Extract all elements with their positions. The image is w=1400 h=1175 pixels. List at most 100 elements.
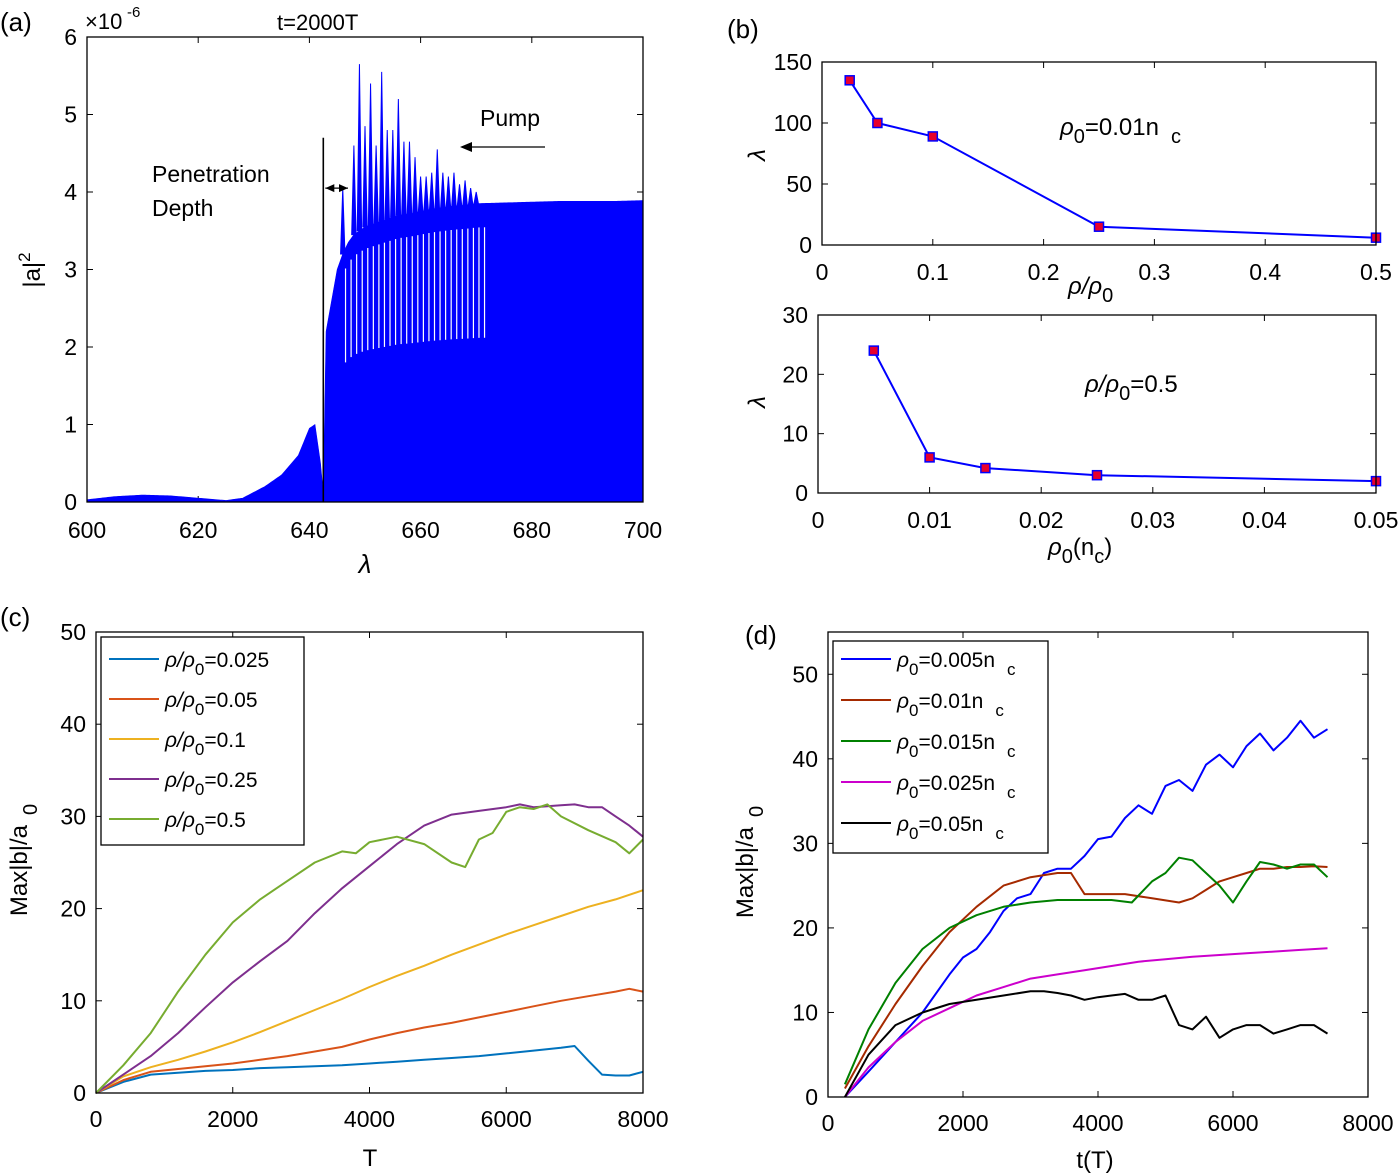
plot-frame — [95, 631, 644, 1094]
series-line — [95, 803, 644, 1094]
legend-label: ρ/ρ0=0.025 — [164, 649, 269, 679]
x-tick-label: 0.5 — [1360, 259, 1392, 285]
legend-label: ρ0=0.025n c — [896, 772, 1016, 802]
plot-frame — [827, 631, 1369, 1098]
signal-spike — [451, 172, 457, 207]
y-tick-label: 50 — [792, 661, 818, 687]
legend-label: ρ0=0.005n c — [896, 649, 1016, 679]
x-tick-label: 2000 — [937, 1110, 988, 1136]
x-tick-label: 0 — [812, 507, 825, 533]
y-tick-label: 2 — [64, 334, 77, 360]
signal-spike — [417, 176, 424, 212]
y-tick-label: 10 — [60, 988, 86, 1014]
signal-spike — [462, 180, 468, 206]
signal-spike — [390, 129, 396, 218]
x-tick-label: 8000 — [617, 1106, 668, 1132]
y-tick-label: 150 — [774, 49, 812, 75]
signal-spike — [367, 83, 374, 226]
series-line — [95, 803, 644, 1094]
exponent-power: -6 — [127, 4, 140, 21]
legend-label: ρ0=0.05n c — [896, 813, 1004, 843]
exponent-base: ×10 — [85, 9, 122, 34]
panel-b-top-plot-area: 0 0.1 0.2 0.3 0.4 0.5 0 50 100 150 — [774, 49, 1392, 285]
panel-c-label: (c) — [0, 602, 30, 632]
signal-spike — [406, 141, 413, 215]
panel-d: (d) 0 2000 4000 6000 8000 0 10 20 30 40 50 Max|b|/… — [732, 620, 1394, 1174]
y-tick-label: 4 — [64, 179, 77, 205]
plot-background — [822, 62, 1376, 245]
panel-b-top-ylabel: λ — [744, 149, 771, 163]
x-tick-label: 0.01 — [907, 507, 952, 533]
y-tick-label: 3 — [64, 257, 77, 283]
panel-c-legend: ρ/ρ0=0.025 ρ/ρ0=0.05 ρ/ρ0=0.1 ρ/ρ0=0.25 ρ/ρ0… — [100, 636, 305, 846]
x-tick-label: 0.05 — [1354, 507, 1399, 533]
y-tick-label: 0 — [64, 489, 77, 515]
x-tick-label: 0 — [822, 1110, 835, 1136]
y-tick-label: 0 — [799, 232, 812, 258]
x-tick-label: 0.4 — [1249, 259, 1281, 285]
data-marker — [844, 75, 855, 86]
x-tick-label: 0.1 — [917, 259, 949, 285]
panel-b-bottom-xlabel: ρ0(nc) — [1047, 534, 1112, 568]
penetration-arrow-head-left — [325, 184, 335, 193]
y-tick-label: 20 — [792, 915, 818, 941]
y-tick-label: 30 — [782, 302, 808, 328]
signal-spike — [428, 172, 435, 210]
panel-b-bottom-plot-area: 0 0.01 0.02 0.03 0.04 0.05 0 10 20 30 — [782, 302, 1398, 533]
panel-d-label: (d) — [745, 620, 777, 650]
y-tick-label: 6 — [64, 24, 77, 50]
annotation-penetration-line1: Penetration — [152, 161, 270, 187]
panel-b-bottom-annotation: ρ/ρ0=0.5 — [1084, 371, 1178, 405]
series-line — [95, 1045, 644, 1094]
signal-spike — [401, 141, 407, 215]
data-marker — [927, 131, 939, 142]
legend-label: ρ0=0.015n c — [896, 731, 1016, 761]
panel-b-top-xlabel: ρ/ρ0 — [1067, 273, 1113, 307]
y-tick-label: 10 — [782, 421, 808, 447]
signal-spike — [423, 176, 429, 211]
x-tick-label: 0.02 — [1019, 507, 1064, 533]
x-tick-label: 0 — [816, 259, 829, 285]
panel-c: (c) 0 2000 4000 6000 8000 0 10 20 30 40 50 Max|b|/… — [0, 602, 669, 1172]
plot-frame — [821, 61, 1377, 246]
penetration-arrow-head-right — [339, 184, 348, 193]
legend-label: ρ/ρ0=0.1 — [164, 729, 246, 759]
panel-a-label: (a) — [0, 7, 32, 37]
x-tick-label: 0.3 — [1138, 259, 1170, 285]
x-tick-label: 6000 — [481, 1106, 532, 1132]
panel-b-label: (b) — [727, 14, 759, 44]
legend-label: ρ0=0.01n c — [896, 690, 1004, 720]
y-tick-label: 40 — [60, 711, 86, 737]
panel-d-ylabel: Max|b|/a0 — [732, 806, 768, 918]
x-tick-label: 700 — [624, 517, 662, 543]
y-tick-label: 0 — [805, 1084, 818, 1110]
signal-spike — [412, 157, 418, 214]
x-tick-label: 8000 — [1342, 1110, 1393, 1136]
data-marker — [980, 462, 991, 474]
x-tick-label: 0 — [90, 1106, 103, 1132]
signal-spike — [351, 145, 357, 236]
panel-a: (a) ×10 -6 t=2000T 600 620 640 660 680 700 0 1 2… — [0, 4, 662, 579]
signal-spike — [456, 184, 463, 207]
y-tick-label: 0 — [795, 480, 808, 506]
annotation-penetration-line2: Depth — [152, 195, 213, 221]
pump-arrow-head — [460, 142, 472, 152]
y-tick-label: 50 — [60, 619, 86, 645]
signal-spike — [440, 172, 446, 208]
y-tick-label: 100 — [774, 110, 812, 136]
data-marker — [1093, 221, 1105, 232]
y-tick-label: 50 — [786, 171, 812, 197]
series-line — [843, 856, 1329, 1085]
data-marker — [868, 345, 880, 356]
x-tick-label: 4000 — [344, 1106, 395, 1132]
series-line — [844, 947, 1328, 1098]
panel-a-plot-area: 600 620 640 660 680 700 0 1 2 3 4 5 6 — [64, 24, 662, 543]
panel-b-top-annotation: ρ0=0.01n c — [1059, 114, 1181, 148]
panel-c-ylabel: Max|b|/a0 — [6, 804, 42, 916]
y-tick-label: 5 — [64, 102, 77, 128]
plot-frame — [817, 314, 1377, 494]
x-tick-label: 680 — [513, 517, 551, 543]
series-line — [95, 889, 644, 1094]
